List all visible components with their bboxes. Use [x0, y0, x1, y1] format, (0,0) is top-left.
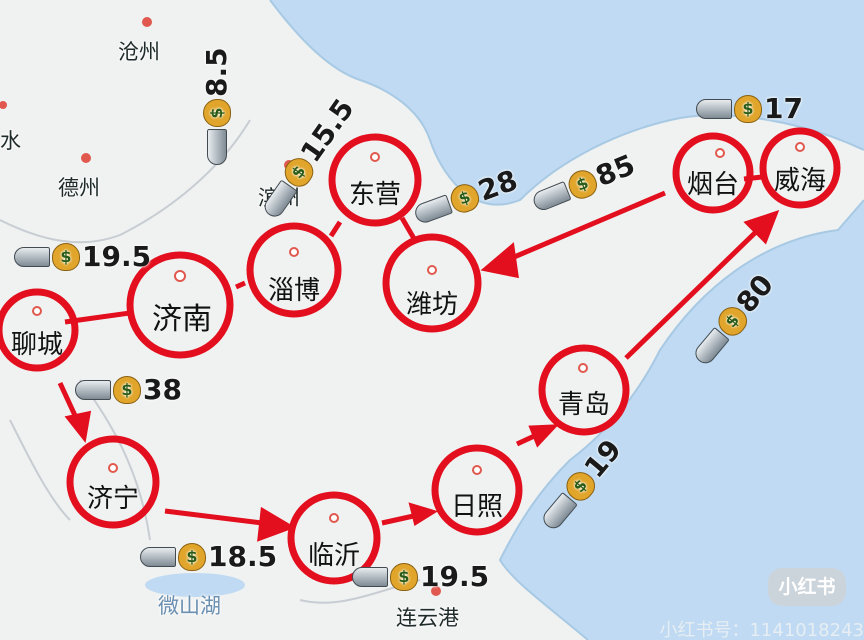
fare-jining-linyi: $18.5 — [140, 540, 277, 573]
bullet-train-icon — [14, 246, 50, 267]
place-lianyungang: 连云港 — [396, 606, 459, 630]
bullet-train-icon — [140, 546, 176, 567]
fare-linyi-rizhao: $19.5 — [352, 560, 489, 593]
fare-liaocheng-jining: $38 — [75, 373, 182, 406]
city-rizhao: 日照 — [450, 492, 503, 522]
city-weihai: 威海 — [773, 166, 826, 196]
sea — [270, 0, 864, 640]
city-yantai: 烟台 — [686, 170, 739, 200]
city-weifang: 潍坊 — [405, 290, 458, 320]
bullet-train-icon — [530, 180, 572, 213]
route-lines — [57, 174, 780, 542]
city-liaocheng: 聊城 — [10, 330, 63, 360]
place-weishanhu: 微山湖 — [158, 594, 221, 618]
place-shui: 水 — [0, 129, 21, 153]
bullet-train-icon — [206, 129, 227, 165]
money-bag-icon: $ — [390, 562, 418, 591]
watermark-id: 小红书号：1141018243 — [659, 620, 864, 640]
bullet-train-icon — [75, 379, 111, 400]
fare-liaocheng-jinan: $19.5 — [14, 240, 151, 273]
fare-jinan-zibo: $8.5 — [200, 47, 233, 165]
bullet-train-icon — [412, 193, 453, 225]
xiaohongshu-logo: 小红书 — [768, 568, 846, 606]
place-dezhou: 德州 — [58, 176, 100, 200]
fare-weihai-yantai: $17 — [696, 92, 803, 125]
city-linyi: 临沂 — [307, 541, 360, 571]
money-bag-icon: $ — [113, 375, 141, 404]
weishan-lake — [145, 573, 245, 597]
bullet-train-icon — [352, 566, 388, 587]
money-bag-icon: $ — [734, 94, 762, 123]
place-cangzhou: 沧州 — [118, 40, 160, 64]
city-jinan: 济南 — [152, 302, 212, 337]
city-qingdao: 青岛 — [557, 390, 610, 420]
city-zibo: 淄博 — [267, 276, 320, 306]
bullet-train-icon — [696, 98, 732, 119]
city-jining: 济宁 — [86, 484, 139, 514]
city-dongying: 东营 — [348, 180, 401, 210]
money-bag-icon: $ — [178, 542, 206, 571]
money-bag-icon: $ — [52, 242, 80, 271]
money-bag-icon: $ — [202, 99, 231, 127]
city-rings — [0, 127, 841, 585]
